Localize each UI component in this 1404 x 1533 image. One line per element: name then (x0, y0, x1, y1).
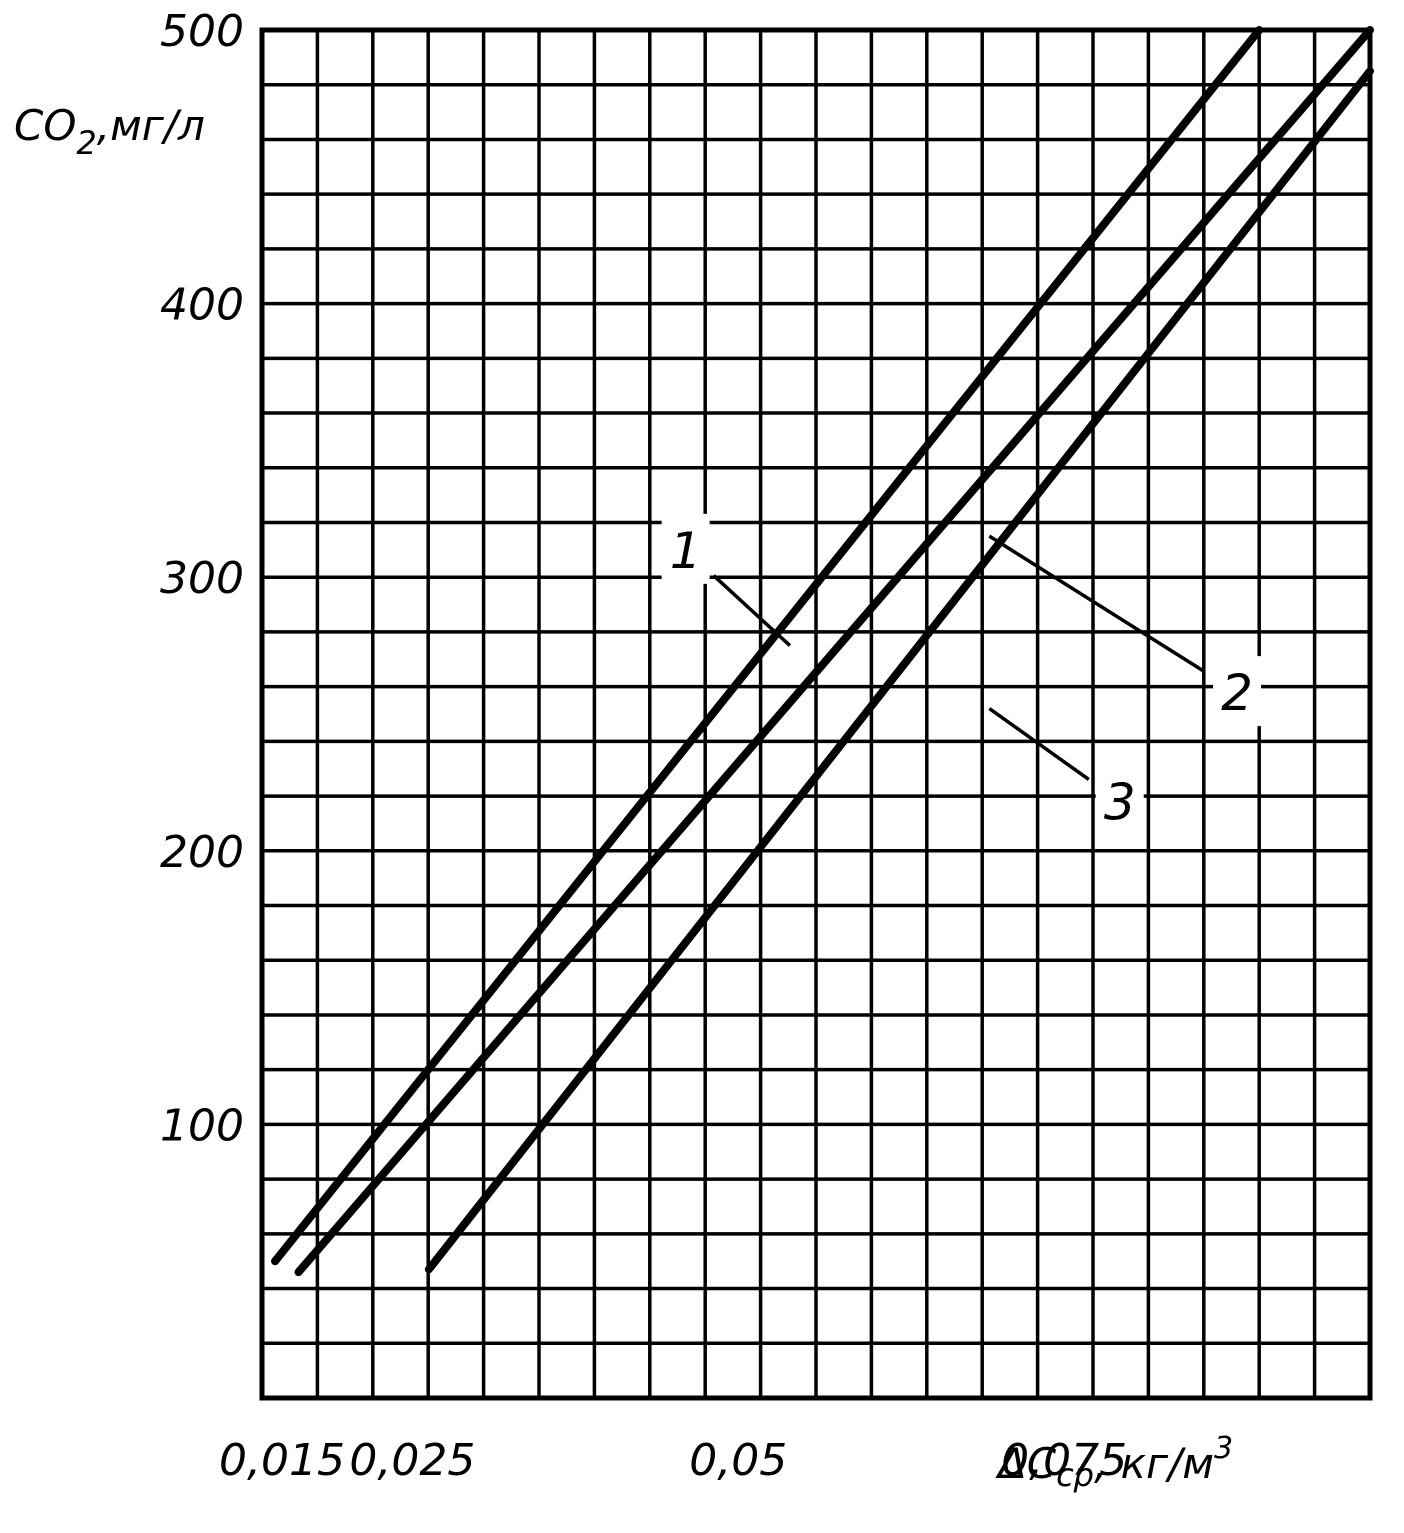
curve-label-2: 2 (1221, 664, 1253, 722)
x-tick-label: 0,025 (349, 1435, 475, 1486)
x-axis-label: ΔCср, кг/м3 (995, 1431, 1233, 1494)
y-tick-label: 400 (160, 280, 244, 331)
x-tick-label: 0,015 (219, 1435, 345, 1486)
curve-label-bg-3 (1095, 765, 1144, 836)
curve-label-3: 3 (1104, 774, 1136, 832)
leader-line-1 (712, 574, 792, 647)
series-line-1 (271, 26, 1264, 1266)
plot-frame (259, 27, 1373, 1401)
leader-line-3 (988, 707, 1090, 781)
curve-label-1: 1 (670, 522, 702, 580)
y-tick-label: 100 (160, 1100, 244, 1151)
y-tick-label: 500 (160, 6, 244, 57)
grid (262, 30, 1370, 1398)
y-tick-label: 200 (160, 827, 244, 878)
series-group: 1 2 3 (271, 26, 1374, 1277)
tick-labels: 100 200 300 400 500 0,015 0,025 0,05 0,075 (160, 6, 1127, 1486)
x-tick-label: 0,075 (1001, 1435, 1127, 1486)
y-tick-label: 300 (160, 553, 244, 604)
curve-label-bg-1 (661, 513, 710, 584)
series-line-3 (424, 67, 1374, 1274)
curve-label-bg-2 (1213, 656, 1262, 727)
series-line-2 (294, 26, 1374, 1277)
y-axis-label: CO2,мг/л (14, 101, 205, 162)
leader-line-2 (988, 534, 1206, 674)
x-tick-label: 0,05 (689, 1435, 787, 1486)
